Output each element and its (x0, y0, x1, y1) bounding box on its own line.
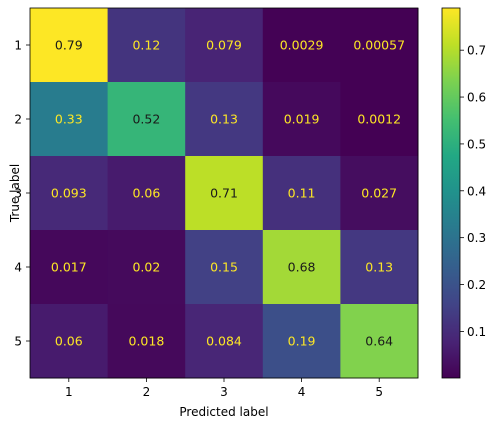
cell-value-label: 0.68 (288, 260, 316, 275)
x-tick-label: 2 (143, 385, 151, 399)
heatmap-cell (185, 230, 264, 305)
cell-value-label: 0.19 (288, 334, 316, 349)
cell-value-label: 0.018 (129, 334, 165, 349)
y-tick-label: 4 (14, 261, 22, 275)
colorbar-gradient (441, 7, 461, 379)
heatmap-cell (107, 230, 186, 305)
colorbar-tick-label: 0.7 (467, 44, 486, 58)
cell-value-label: 0.02 (132, 260, 160, 275)
heatmap-cell (262, 8, 341, 83)
cell-value-label: 0.79 (55, 38, 83, 53)
heatmap-cell (340, 230, 419, 305)
colorbar-tick-label: 0.2 (467, 278, 486, 292)
heatmap-cell (30, 156, 109, 231)
heatmap-cell (107, 156, 186, 231)
cell-value-label: 0.0012 (357, 112, 401, 127)
heatmap-cell (30, 82, 109, 157)
heatmap-cell (107, 8, 186, 83)
heatmap-cell (30, 230, 109, 305)
colorbar-tick-label: 0.4 (467, 184, 486, 198)
heatmap-cell (107, 82, 186, 157)
cell-value-label: 0.13 (210, 112, 238, 127)
cell-value-label: 0.52 (132, 112, 160, 127)
colorbar-tick-label: 0.3 (467, 231, 486, 245)
cell-value-label: 0.12 (132, 38, 160, 53)
y-tick-label: 1 (14, 39, 22, 53)
x-tick-label: 4 (298, 385, 306, 399)
cell-value-label: 0.017 (51, 260, 87, 275)
heatmap-cell (107, 304, 186, 379)
x-axis-label: Predicted label (179, 405, 268, 419)
y-axis-label: True label (8, 164, 22, 223)
heatmap-cell (262, 82, 341, 157)
y-axis: 1 2 3 4 5 (14, 39, 30, 349)
cell-value-label: 0.06 (132, 186, 160, 201)
x-tick-label: 5 (375, 385, 383, 399)
heatmap-cell (185, 304, 264, 379)
cell-value-label: 0.079 (206, 38, 242, 53)
cell-value-label: 0.084 (206, 334, 242, 349)
cell-value-label: 0.71 (210, 186, 238, 201)
x-tick-label: 1 (65, 385, 73, 399)
heatmap-cell (262, 304, 341, 379)
y-tick-label: 5 (14, 335, 22, 349)
heatmap-cell (185, 156, 264, 231)
heatmap-cell (340, 156, 419, 231)
y-tick-label: 2 (14, 113, 22, 127)
cell-value-label: 0.093 (51, 186, 87, 201)
cell-value-label: 0.0029 (280, 38, 324, 53)
heatmap-cell (30, 8, 109, 83)
cell-value-label: 0.06 (55, 334, 83, 349)
colorbar-tick-label: 0.5 (467, 137, 486, 151)
colorbar-tick-label: 0.1 (467, 325, 486, 339)
x-axis: 1 2 3 4 5 (65, 378, 383, 399)
heatmap-cell (185, 82, 264, 157)
y-tick-label: 3 (14, 187, 22, 201)
heatmap-cell (262, 156, 341, 231)
cell-value-label: 0.33 (55, 112, 83, 127)
colorbar: 0.1 0.2 0.3 0.4 0.5 0.6 0.7 (441, 7, 486, 379)
cell-value-label: 0.019 (284, 112, 320, 127)
cell-value-label: 0.13 (365, 260, 393, 275)
cell-value-label: 0.11 (288, 186, 316, 201)
heatmap-cell (30, 304, 109, 379)
cell-value-label: 0.64 (365, 334, 393, 349)
colorbar-ticks: 0.1 0.2 0.3 0.4 0.5 0.6 0.7 (460, 44, 486, 339)
x-tick-label: 3 (220, 385, 228, 399)
heatmap-cells: 0.79 0.12 0.079 0.0029 0.00057 0.33 0.52 0.13 0.… (30, 8, 419, 379)
cell-value-label: 0.00057 (353, 38, 405, 53)
heatmap-cell (262, 230, 341, 305)
heatmap-cell (340, 82, 419, 157)
heatmap-cell (340, 8, 419, 83)
heatmap-cell (185, 8, 264, 83)
colorbar-tick-label: 0.6 (467, 91, 486, 105)
cell-value-label: 0.15 (210, 260, 238, 275)
cell-value-label: 0.027 (361, 186, 397, 201)
heatmap-cell (340, 304, 419, 379)
